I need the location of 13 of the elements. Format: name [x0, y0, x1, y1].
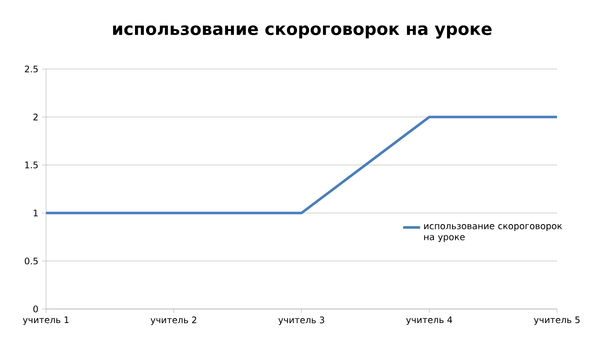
y-tick-label: 0.5	[24, 258, 38, 264]
y-tick-label: 2	[33, 114, 38, 120]
y-tick-label: 2.5	[24, 66, 38, 72]
x-tick-label: учитель 5	[534, 316, 580, 325]
chart-title: использование скороговорок на уроке	[113, 25, 492, 39]
legend-label: использование скороговорок на уроке	[424, 224, 562, 242]
y-tick-label: 0	[33, 306, 38, 312]
y-tick-label: 1.5	[25, 162, 38, 168]
x-tick-label: учитель 3	[278, 316, 324, 326]
x-tick-label: учитель 4	[406, 316, 452, 325]
x-tick-label: учитель 2	[150, 316, 196, 326]
y-tick-label: 1	[34, 210, 38, 216]
x-tick-label: учитель 1	[22, 316, 69, 325]
